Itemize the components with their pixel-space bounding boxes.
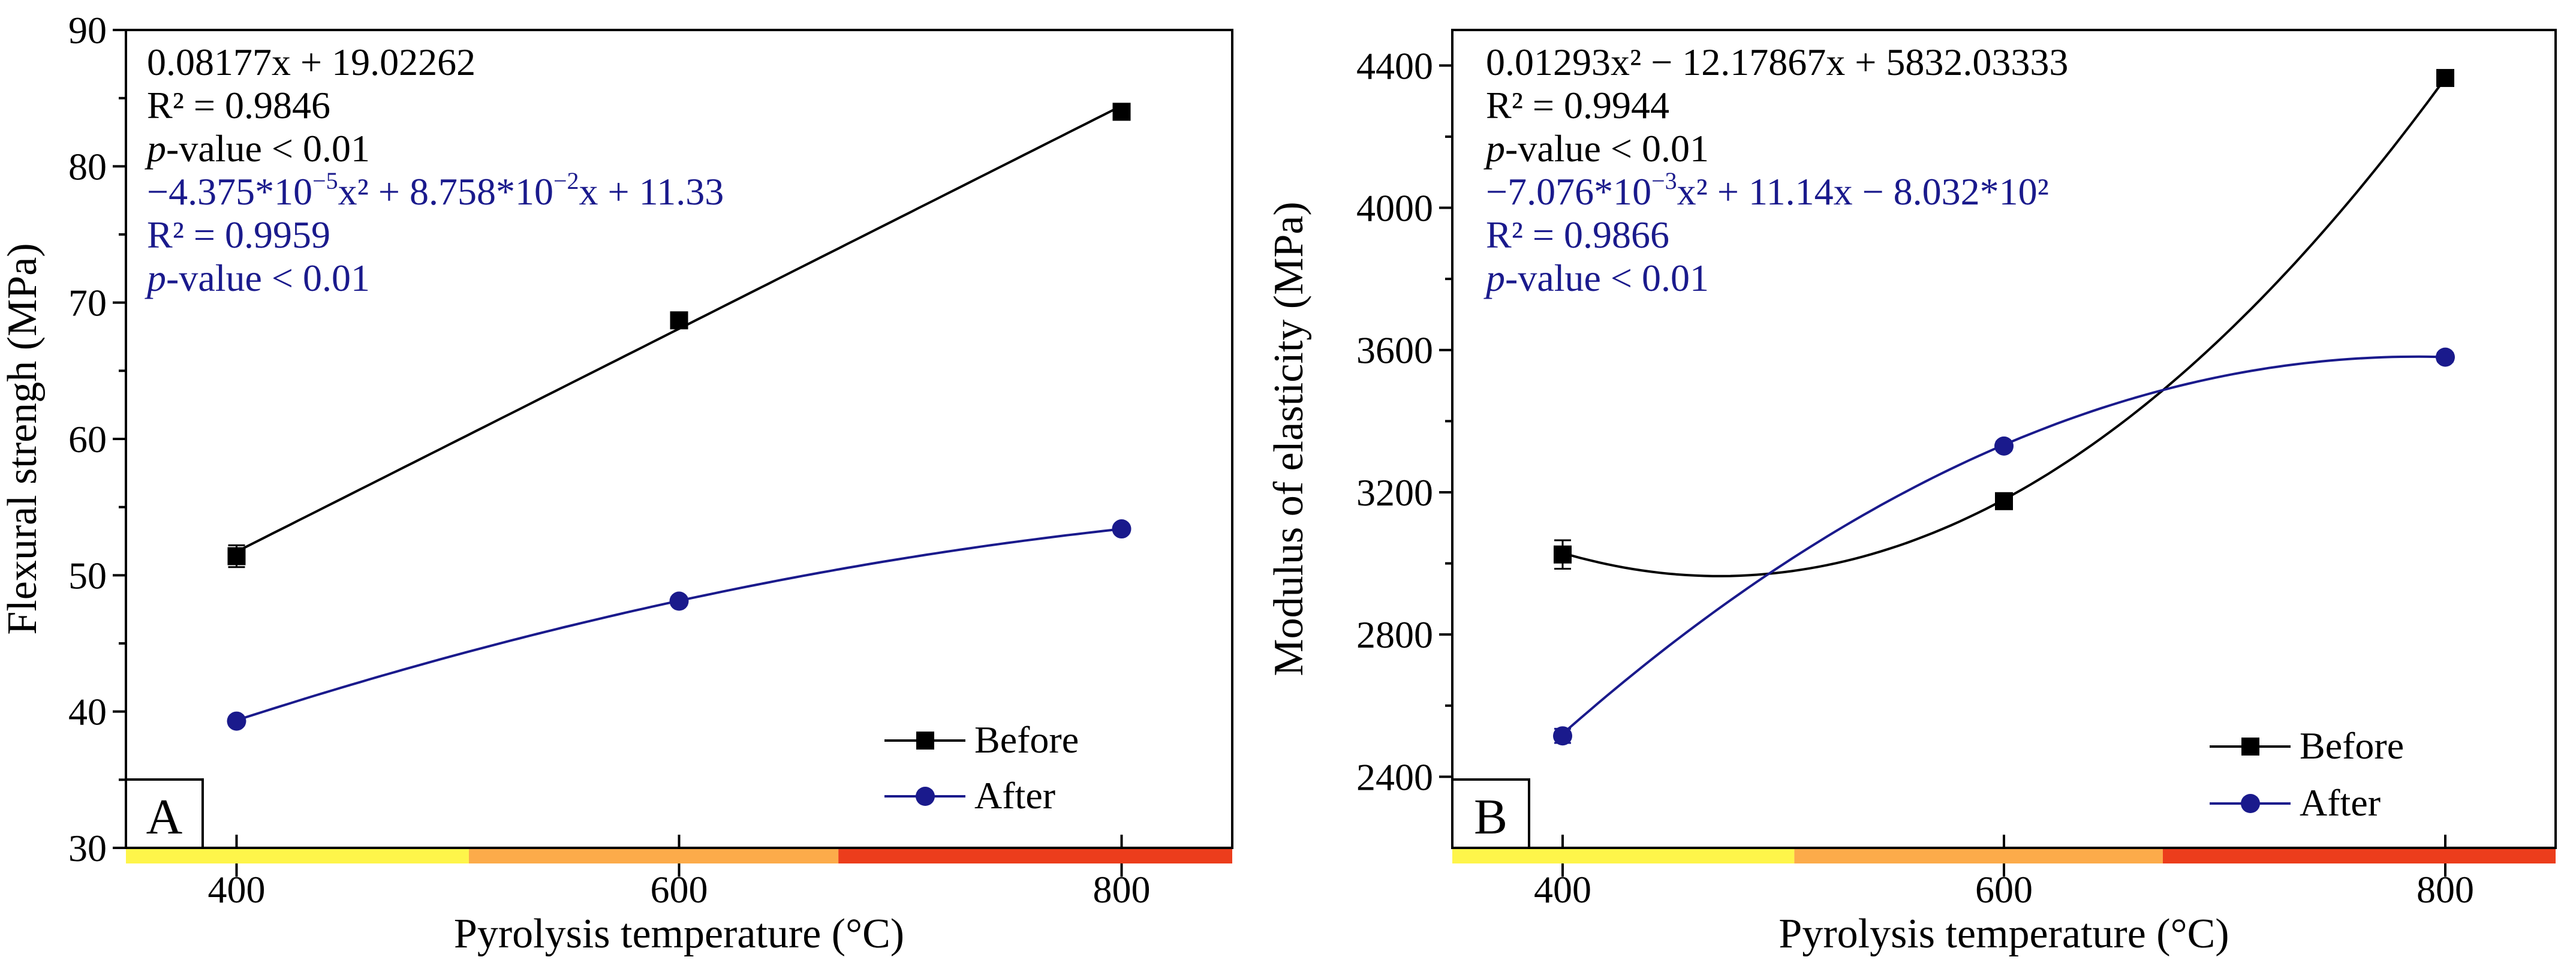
- y-tick-label: 50: [68, 554, 107, 597]
- x-tick-label: 600: [1975, 868, 2033, 911]
- legend-label-before: Before: [974, 718, 1079, 761]
- temperature-band: [126, 848, 469, 863]
- x-tick-label: 800: [2416, 868, 2474, 911]
- legend-label-after: After: [2300, 781, 2381, 824]
- equation-after-exponent: −2: [553, 167, 579, 194]
- panel-label-box: [125, 778, 204, 849]
- temperature-band: [838, 848, 1232, 863]
- p-symbol: p: [1483, 257, 1505, 299]
- x-axis-title: Pyrolysis temperature (°C): [1778, 911, 2229, 957]
- p-value-before-text: -value < 0.01: [166, 127, 370, 170]
- data-point-before: [1112, 103, 1131, 121]
- equation-before-text: 0.01293x² − 12.17867x + 5832.03333: [1486, 41, 2068, 83]
- equation-before: 0.08177x + 19.02262: [147, 41, 476, 83]
- equation-after-part: x² + 11.14x − 8.032*10²: [1677, 170, 2049, 213]
- p-symbol: p: [1483, 127, 1505, 170]
- x-axis-title: Pyrolysis temperature (°C): [454, 911, 904, 957]
- temperature-band: [1794, 848, 2163, 863]
- data-point-after: [1553, 726, 1572, 746]
- y-tick-label: 90: [68, 9, 107, 52]
- r-squared-after-text: R² = 0.9866: [1486, 213, 1669, 256]
- equation-after-part: x + 11.33: [579, 170, 724, 213]
- x-tick-label: 800: [1093, 868, 1151, 911]
- r-squared-before-text: R² = 0.9944: [1486, 84, 1669, 127]
- y-tick-label: 60: [68, 418, 107, 461]
- equation-after-exponent: −3: [1651, 167, 1677, 194]
- temperature-band: [1452, 848, 1795, 863]
- r-squared-after: R² = 0.9959: [147, 213, 330, 256]
- panel-label: B: [1474, 789, 1507, 845]
- data-point-after: [669, 591, 689, 611]
- y-tick-label: 80: [68, 145, 107, 188]
- p-symbol: p: [145, 257, 166, 299]
- panel-b: 2400 2800 3200 3600 4000 4400 400 600 800 Pyrolys…: [1266, 29, 2557, 957]
- p-value-before: p-value < 0.01: [1483, 127, 1709, 170]
- equation-after-exponent: −5: [312, 167, 338, 194]
- legend-marker-before: [916, 732, 934, 750]
- data-point-before: [227, 547, 246, 565]
- y-tick-label: 3600: [1356, 329, 1433, 372]
- data-point-after: [1994, 436, 2014, 456]
- p-symbol: p: [145, 127, 166, 170]
- data-point-before: [1995, 492, 2013, 510]
- data-point-before: [1554, 545, 1572, 564]
- equation-after: −4.375*10−5x² + 8.758*10−2x + 11.33: [147, 167, 724, 213]
- legend-marker-before: [2241, 738, 2259, 756]
- data-point-after: [2436, 347, 2455, 367]
- y-axis-title: Flexural strengh (MPa): [0, 243, 46, 634]
- p-value-after-text: -value < 0.01: [166, 257, 370, 299]
- equation-after: −7.076*10−3x² + 11.14x − 8.032*10²: [1486, 167, 2049, 213]
- p-value-before: p-value < 0.01: [145, 127, 370, 170]
- r-squared-before: R² = 0.9846: [147, 84, 330, 127]
- fit-line-after: [236, 528, 1122, 722]
- r-squared-after-text: R² = 0.9959: [147, 213, 330, 256]
- y-tick-label: 4400: [1356, 44, 1433, 87]
- legend-marker-after: [2241, 794, 2260, 813]
- r-squared-before: R² = 0.9944: [1486, 84, 1669, 127]
- equation-before-text: 0.08177x + 19.02262: [147, 41, 476, 83]
- legend-marker-after: [916, 787, 935, 806]
- y-tick-label: 30: [68, 827, 107, 869]
- y-axis-title: Modulus of elasticity (MPa): [1266, 201, 1312, 676]
- equation-after-part: x² + 8.758*10: [338, 170, 553, 213]
- p-value-after-text: -value < 0.01: [1505, 257, 1709, 299]
- y-tick-label: 2800: [1356, 613, 1433, 656]
- y-tick-label: 4000: [1356, 187, 1433, 230]
- equation-after-part: −4.375*10: [147, 170, 312, 213]
- p-value-after: p-value < 0.01: [145, 257, 370, 299]
- data-point-before: [670, 311, 688, 330]
- data-point-after: [1112, 519, 1131, 539]
- data-point-after: [227, 711, 246, 731]
- y-tick-label: 40: [68, 691, 107, 733]
- data-point-before: [2436, 69, 2454, 88]
- r-squared-before-text: R² = 0.9846: [147, 84, 330, 127]
- temperature-band: [468, 848, 839, 863]
- legend-label-after: After: [974, 774, 1055, 817]
- p-value-after: p-value < 0.01: [1483, 257, 1709, 299]
- y-tick-label: 2400: [1356, 756, 1433, 798]
- equation-before: 0.01293x² − 12.17867x + 5832.03333: [1486, 41, 2068, 83]
- r-squared-after: R² = 0.9866: [1486, 213, 1669, 256]
- y-tick-label: 3200: [1356, 471, 1433, 514]
- panel-label-box: [1451, 778, 1530, 849]
- fit-line-after: [1561, 355, 2446, 735]
- p-value-before-text: -value < 0.01: [1505, 127, 1709, 170]
- panel-a: 30 40 50 60 70 80 90 400 600 800 Pyrolysis tempera…: [0, 9, 1233, 957]
- y-tick-label: 70: [68, 282, 107, 324]
- temperature-band: [2162, 848, 2556, 863]
- legend-label-before: Before: [2300, 724, 2404, 767]
- x-tick-label: 600: [651, 868, 708, 911]
- x-tick-label: 400: [1534, 868, 1591, 911]
- panel-label: A: [146, 789, 183, 845]
- equation-after-part: −7.076*10: [1486, 170, 1651, 213]
- x-tick-label: 400: [208, 868, 266, 911]
